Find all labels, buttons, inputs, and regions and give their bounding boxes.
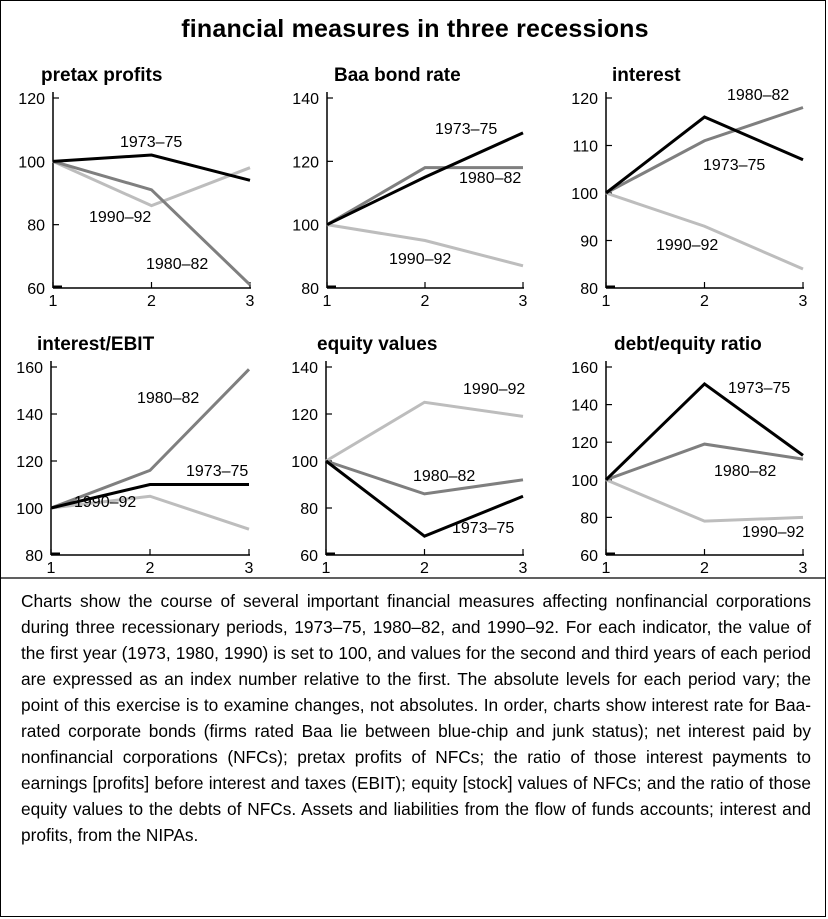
debt-equity-ratio-y-tick-label: 140 bbox=[571, 398, 598, 415]
interest-title: interest bbox=[612, 65, 681, 86]
baa-bond-rate-y-tick-label: 140 bbox=[292, 91, 319, 108]
interest-ebit-series-1990-92-label: 1990–92 bbox=[74, 494, 136, 511]
interest-ebit-title: interest/EBIT bbox=[37, 334, 155, 355]
pretax-profits-x-tick-label: 2 bbox=[147, 293, 156, 310]
debt-equity-ratio-series-1980-82-line bbox=[605, 442, 804, 482]
figure-title: financial measures in three recessions bbox=[181, 15, 649, 43]
baa-bond-rate-series-1980-82-line bbox=[326, 166, 523, 226]
interest-series-1980-82-line bbox=[605, 106, 804, 195]
interest-series-1990-92-label: 1990–92 bbox=[656, 237, 718, 254]
charts-canvas: pretax profits 60 80 100 120 1 2 3 1973–75 1980–8… bbox=[1, 65, 825, 579]
debt-equity-ratio-series-1990-92-label: 1990–92 bbox=[742, 524, 804, 541]
interest-ebit-series-1990-92-line bbox=[50, 494, 250, 531]
pretax-profits-chart: pretax profits 60 80 100 120 1 2 3 1973–75 1980–8… bbox=[18, 65, 254, 310]
interest-y-tick-label: 120 bbox=[571, 91, 598, 108]
interest-ebit-chart: interest/EBIT 80 100 120 140 160 1 2 3 1973–75 198… bbox=[16, 334, 253, 577]
debt-equity-ratio-series-1990-92-line bbox=[605, 478, 804, 523]
pretax-profits-series-1980-82-label: 1980–82 bbox=[146, 256, 208, 273]
equity-values-series-1973-75-line bbox=[325, 459, 524, 538]
equity-values-series-1973-75-label: 1973–75 bbox=[452, 520, 514, 537]
debt-equity-ratio-chart: debt/equity ratio 60 80 100 120 140 160 1 2 3 1973… bbox=[571, 334, 807, 577]
pretax-profits-title: pretax profits bbox=[41, 65, 162, 86]
interest-ebit-y-tick-label: 160 bbox=[16, 360, 43, 377]
equity-values-x-tick-label: 3 bbox=[519, 560, 528, 577]
figure-caption: Charts show the course of several import… bbox=[21, 591, 811, 845]
baa-bond-rate-y-tick-label: 80 bbox=[301, 281, 319, 298]
interest-ebit-series-1980-82-line bbox=[50, 368, 251, 510]
pretax-profits-x-tick-label: 1 bbox=[49, 293, 58, 310]
equity-values-x-tick-label: 2 bbox=[420, 560, 429, 577]
equity-values-title: equity values bbox=[317, 334, 437, 355]
pretax-profits-series-1973-75-line bbox=[52, 153, 251, 182]
equity-values-chart: equity values 60 80 100 120 140 1 2 3 1973–75 1980… bbox=[291, 334, 527, 577]
interest-ebit-y-tick-label: 100 bbox=[16, 501, 43, 518]
baa-bond-rate-series-1990-92-line bbox=[326, 223, 524, 268]
baa-bond-rate-series-1973-75-label: 1973–75 bbox=[435, 121, 497, 138]
equity-values-y-tick-label: 100 bbox=[291, 454, 318, 471]
interest-ebit-y-tick-label: 120 bbox=[16, 454, 43, 471]
interest-ebit-series-1973-75-line bbox=[50, 483, 249, 510]
interest-chart: interest 80 90 100 110 120 1 2 3 1973–75 1980–82 19… bbox=[571, 65, 807, 310]
baa-bond-rate-chart: Baa bond rate 80 100 120 140 1 2 3 1973–75 1980–8… bbox=[292, 65, 527, 310]
baa-bond-rate-series-1973-75-line bbox=[326, 131, 524, 227]
debt-equity-ratio-title: debt/equity ratio bbox=[614, 334, 762, 355]
pretax-profits-series-1973-75-label: 1973–75 bbox=[120, 134, 182, 151]
interest-y-tick-label: 80 bbox=[580, 281, 598, 298]
interest-series-1973-75-label: 1973–75 bbox=[703, 157, 765, 174]
pretax-profits-y-tick-label: 100 bbox=[18, 154, 45, 171]
equity-values-series-1990-92-label: 1990–92 bbox=[463, 381, 525, 398]
equity-values-y-tick-label: 120 bbox=[291, 407, 318, 424]
pretax-profits-y-tick-label: 60 bbox=[27, 281, 45, 298]
debt-equity-ratio-x-tick-label: 1 bbox=[602, 560, 611, 577]
baa-bond-rate-y-tick-label: 120 bbox=[292, 154, 319, 171]
pretax-profits-x-tick-label: 3 bbox=[246, 293, 255, 310]
interest-series-1990-92-line bbox=[605, 191, 804, 271]
debt-equity-ratio-x-tick-label: 2 bbox=[700, 560, 709, 577]
interest-x-tick-label: 1 bbox=[602, 293, 611, 310]
interest-x-tick-label: 2 bbox=[700, 293, 709, 310]
debt-equity-ratio-y-tick-label: 160 bbox=[571, 360, 598, 377]
debt-equity-ratio-y-tick-label: 120 bbox=[571, 435, 598, 452]
interest-ebit-y-tick-label: 140 bbox=[16, 407, 43, 424]
interest-ebit-series-1980-82-label: 1980–82 bbox=[137, 390, 199, 407]
pretax-profits-series-1980-82-line bbox=[52, 159, 252, 286]
interest-series-1980-82-label: 1980–82 bbox=[727, 87, 789, 104]
interest-ebit-x-tick-label: 3 bbox=[245, 560, 254, 577]
baa-bond-rate-x-tick-label: 2 bbox=[421, 293, 430, 310]
debt-equity-ratio-series-1973-75-line bbox=[604, 381, 804, 481]
equity-values-series-1980-82-line bbox=[325, 459, 524, 496]
interest-y-tick-label: 90 bbox=[580, 234, 598, 251]
baa-bond-rate-series-1990-92-label: 1990–92 bbox=[389, 251, 451, 268]
equity-values-x-tick-label: 1 bbox=[322, 560, 331, 577]
equity-values-y-tick-label: 140 bbox=[291, 360, 318, 377]
interest-ebit-series-1973-75-label: 1973–75 bbox=[186, 463, 248, 480]
baa-bond-rate-x-tick-label: 3 bbox=[519, 293, 528, 310]
interest-ebit-y-tick-label: 80 bbox=[25, 548, 43, 565]
interest-series-1973-75-line bbox=[605, 115, 804, 195]
baa-bond-rate-series-1980-82-label: 1980–82 bbox=[459, 170, 521, 187]
equity-values-y-tick-label: 60 bbox=[300, 548, 318, 565]
pretax-profits-series-1990-92-line bbox=[52, 159, 251, 208]
debt-equity-ratio-y-tick-label: 60 bbox=[580, 548, 598, 565]
equity-values-series-1980-82-label: 1980–82 bbox=[413, 468, 475, 485]
baa-bond-rate-y-tick-label: 100 bbox=[292, 218, 319, 235]
debt-equity-ratio-series-1973-75-label: 1973–75 bbox=[728, 380, 790, 397]
equity-values-series-1990-92-line bbox=[325, 400, 524, 463]
debt-equity-ratio-y-tick-label: 80 bbox=[580, 510, 598, 527]
interest-x-tick-label: 3 bbox=[799, 293, 808, 310]
debt-equity-ratio-x-tick-label: 3 bbox=[799, 560, 808, 577]
pretax-profits-series-1990-92-label: 1990–92 bbox=[89, 209, 151, 226]
pretax-profits-y-tick-label: 80 bbox=[27, 218, 45, 235]
debt-equity-ratio-series-1980-82-label: 1980–82 bbox=[714, 463, 776, 480]
baa-bond-rate-x-tick-label: 1 bbox=[323, 293, 332, 310]
interest-y-tick-label: 100 bbox=[571, 186, 598, 203]
equity-values-y-tick-label: 80 bbox=[300, 501, 318, 518]
interest-ebit-x-tick-label: 1 bbox=[47, 560, 56, 577]
baa-bond-rate-title: Baa bond rate bbox=[334, 65, 461, 86]
interest-ebit-x-tick-label: 2 bbox=[146, 560, 155, 577]
pretax-profits-y-tick-label: 120 bbox=[18, 91, 45, 108]
debt-equity-ratio-y-tick-label: 100 bbox=[571, 473, 598, 490]
interest-y-tick-label: 110 bbox=[572, 139, 598, 156]
